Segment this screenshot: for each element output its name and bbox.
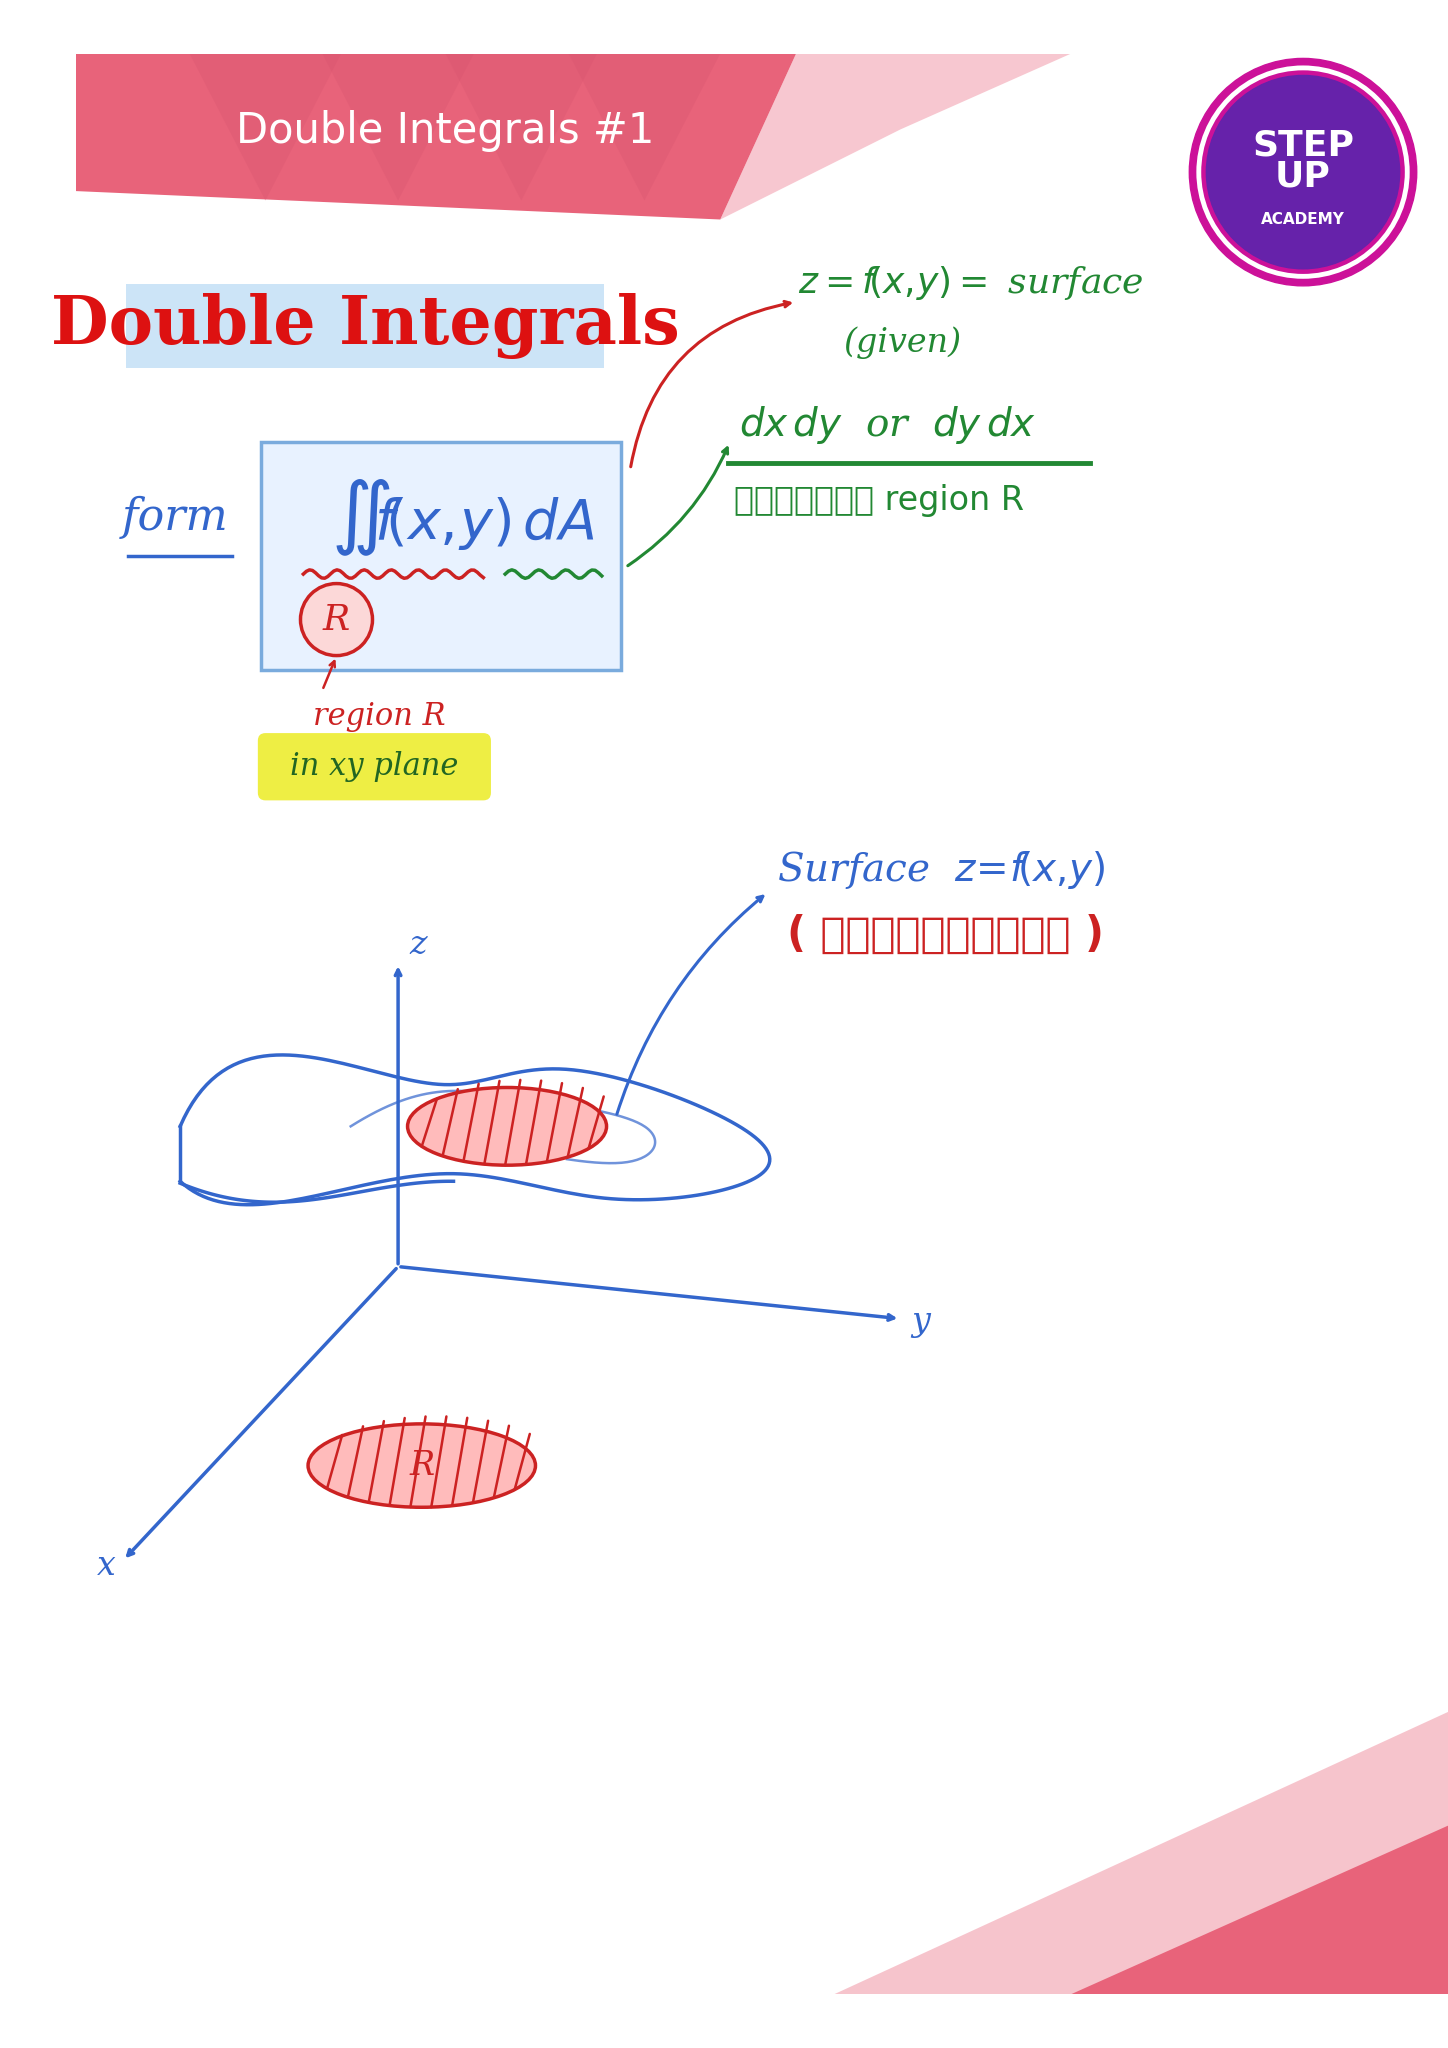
Text: x: x — [97, 1550, 116, 1583]
Polygon shape — [834, 1712, 1448, 1995]
Circle shape — [301, 584, 372, 655]
Text: $z = f\!(x,\!y) =$ surface: $z = f\!(x,\!y) =$ surface — [798, 264, 1144, 301]
Ellipse shape — [308, 1423, 536, 1507]
Text: R: R — [410, 1450, 434, 1481]
Text: $\iint\!\! f\!(x,\!y)\,dA$: $\iint\!\! f\!(x,\!y)\,dA$ — [330, 477, 594, 557]
Text: STEP: STEP — [1253, 129, 1354, 162]
FancyBboxPatch shape — [126, 285, 604, 369]
Polygon shape — [720, 53, 1072, 219]
Text: Double Integrals #1: Double Integrals #1 — [236, 111, 654, 152]
Polygon shape — [1072, 1825, 1448, 1995]
Text: region R: region R — [313, 702, 446, 733]
Text: (given): (given) — [843, 326, 961, 358]
Text: $dx\,dy$  or  $dy\,dx$: $dx\,dy$ or $dy\,dx$ — [740, 403, 1037, 446]
Text: Surface  $z\!=\!f\!(x,\!y)$: Surface $z\!=\!f\!(x,\!y)$ — [778, 850, 1106, 891]
Text: Double Integrals: Double Integrals — [51, 293, 679, 358]
Circle shape — [1189, 59, 1416, 287]
FancyBboxPatch shape — [261, 442, 621, 670]
Polygon shape — [75, 53, 796, 219]
Text: form: form — [122, 496, 229, 539]
Text: ขึ้นกับ region R: ขึ้นกับ region R — [734, 485, 1025, 518]
Text: R: R — [323, 602, 350, 637]
FancyBboxPatch shape — [258, 733, 491, 801]
Ellipse shape — [407, 1087, 607, 1165]
Text: z: z — [410, 930, 427, 961]
Text: y: y — [912, 1307, 931, 1337]
Polygon shape — [323, 53, 473, 201]
Text: ( ลอยในอากาศ ): ( ลอยในอากาศ ) — [786, 913, 1103, 956]
Text: in xy plane: in xy plane — [290, 752, 459, 782]
Text: ACADEMY: ACADEMY — [1261, 213, 1345, 227]
Polygon shape — [446, 53, 597, 201]
Circle shape — [1206, 76, 1400, 268]
Polygon shape — [190, 53, 342, 201]
Text: UP: UP — [1276, 160, 1331, 195]
Polygon shape — [569, 53, 720, 201]
